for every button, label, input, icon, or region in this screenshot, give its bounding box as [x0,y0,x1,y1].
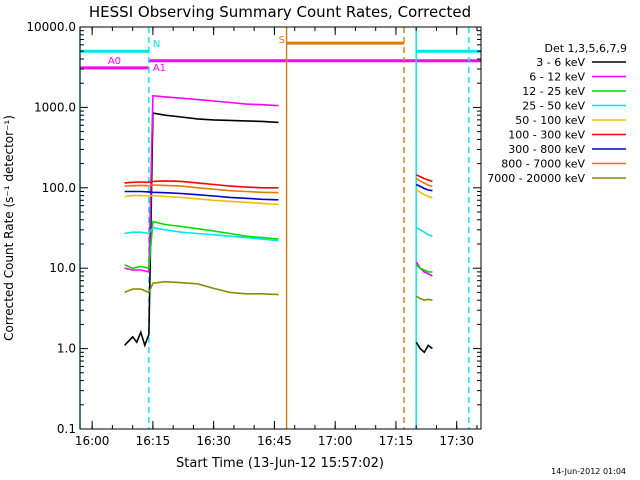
legend-title: Det 1,3,5,6,7,9 [544,42,627,55]
legend-label: 12 - 25 keV [522,85,585,98]
x-tick-label: 16:30 [196,434,231,448]
x-axis-label: Start Time (13-Jun-12 15:57:02) [176,456,384,471]
series-line [124,180,279,189]
x-tick-label: 17:15 [379,434,414,448]
series-line [415,295,433,302]
annotation-layer: N A0 A1 S [79,27,481,429]
plot-frame [79,26,482,430]
legend-label: 100 - 300 keV [508,129,585,142]
y-tick-label: 0.1 [57,422,76,436]
x-tick-label: 16:15 [136,434,171,448]
series-line [124,190,279,201]
series-line [124,184,279,194]
series-line [124,280,279,296]
series-layer [124,94,433,354]
series-line [415,261,433,277]
y-tick-label: 1000.0 [34,100,76,114]
marker-label: A1 [153,63,166,74]
series-line [415,264,433,273]
legend-label: 3 - 6 keV [536,56,585,69]
legend-label: 800 - 7000 keV [501,158,585,171]
series-line [415,177,433,188]
x-tick-label: 17:30 [439,434,474,448]
legend-label: 25 - 50 keV [522,100,585,113]
marker-label: A0 [108,56,121,67]
chart-title: HESSI Observing Summary Count Rates, Cor… [89,3,471,21]
y-tick-label: 100.0 [42,181,76,195]
x-tick-label: 16:45 [257,434,292,448]
series-line [415,341,433,354]
series-line [124,194,279,206]
series-line [124,112,279,348]
series-line [124,220,279,270]
series-line [124,94,279,273]
y-axis-label: Corrected Count Rate (s⁻¹ detector⁻¹) [2,115,16,341]
y-tick-label: 1.0 [57,342,76,356]
series-line [415,188,433,199]
legend-label: 50 - 100 keV [515,114,585,127]
series-line [415,226,433,237]
x-tick-label: 17:00 [318,434,353,448]
series-line [415,183,433,192]
legend-label: 7000 - 20000 keV [487,172,585,185]
series-line [415,174,433,183]
legend-label: 300 - 800 keV [508,143,585,156]
y-tick-label: 10000.0 [26,20,76,34]
marker-label: N [153,39,160,50]
x-tick-label: 16:00 [75,434,110,448]
footer-timestamp: 14-Jun-2012 01:04 [551,467,626,476]
axes-layer: 16:00 16:15 16:30 16:45 17:00 17:15 17:30 0.1 1.… [26,20,481,448]
marker-label: S [279,35,285,46]
legend-label: 6 - 12 keV [529,71,585,84]
series-line [124,226,279,242]
y-tick-label: 10.0 [49,261,76,275]
